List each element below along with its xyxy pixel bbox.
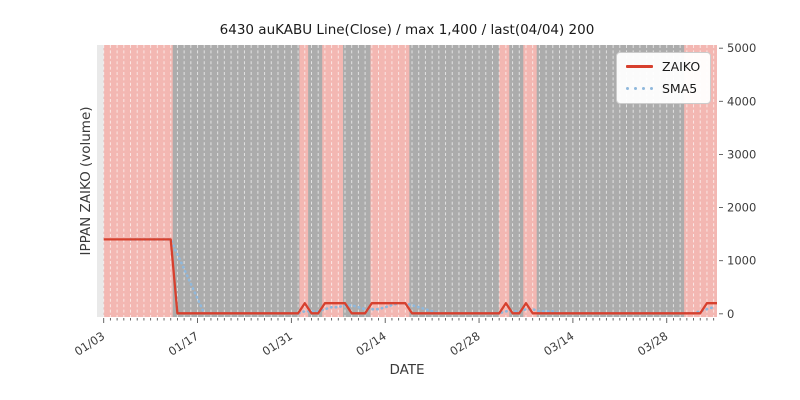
svg-text:5000: 5000 [727,41,756,55]
svg-text:01/03: 01/03 [72,329,107,359]
svg-text:03/14: 03/14 [541,329,576,359]
svg-text:3000: 3000 [727,147,756,161]
legend: ZAIKO SMA5 [616,52,712,104]
svg-text:2000: 2000 [727,201,756,215]
sma5-dot-swatch [626,87,653,90]
svg-text:01/31: 01/31 [260,329,295,359]
legend-item-zaiko: ZAIKO [626,58,700,75]
svg-text:4000: 4000 [727,94,756,108]
legend-label-zaiko: ZAIKO [662,59,701,74]
svg-text:03/28: 03/28 [635,329,670,359]
legend-item-sma5: SMA5 [626,80,700,97]
svg-text:1000: 1000 [727,254,756,268]
svg-text:01/17: 01/17 [166,329,201,359]
svg-text:02/14: 02/14 [353,329,388,359]
legend-label-sma5: SMA5 [662,81,698,96]
zaiko-line-swatch [626,65,653,68]
svg-text:02/28: 02/28 [447,329,482,359]
x-axis-label: DATE [389,362,425,378]
svg-text:0: 0 [727,307,734,321]
chart-title: 6430 auKABU Line(Close) / max 1,400 / la… [219,22,595,38]
